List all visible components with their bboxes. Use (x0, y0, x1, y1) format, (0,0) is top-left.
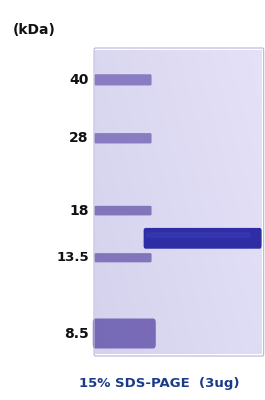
Text: 18: 18 (69, 204, 89, 218)
FancyBboxPatch shape (146, 232, 250, 238)
Text: 13.5: 13.5 (56, 251, 89, 264)
FancyBboxPatch shape (93, 318, 156, 348)
FancyBboxPatch shape (94, 206, 152, 216)
FancyBboxPatch shape (94, 74, 152, 86)
Text: (kDa): (kDa) (13, 23, 56, 37)
Text: 8.5: 8.5 (64, 326, 89, 340)
Text: 28: 28 (69, 131, 89, 145)
Text: 40: 40 (69, 73, 89, 87)
FancyBboxPatch shape (144, 228, 262, 249)
FancyBboxPatch shape (94, 133, 152, 144)
FancyBboxPatch shape (94, 253, 152, 262)
Text: 15% SDS-PAGE  (3ug): 15% SDS-PAGE (3ug) (79, 377, 239, 390)
